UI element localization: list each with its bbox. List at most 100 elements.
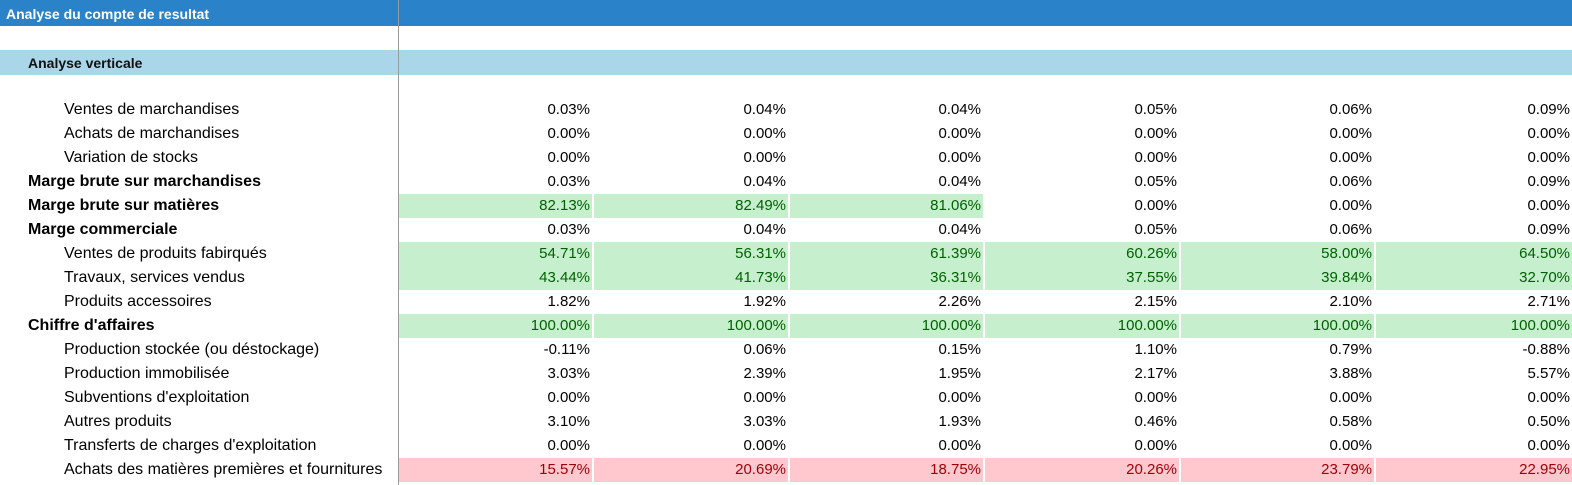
value-cell[interactable]: 58.00% <box>1181 242 1374 266</box>
value-cell[interactable]: 0.04% <box>938 173 981 190</box>
value-cell[interactable]: 2.26% <box>938 293 981 310</box>
value-cell[interactable]: 64.50% <box>1376 242 1572 266</box>
value-cell[interactable]: -0.11% <box>543 341 590 358</box>
row-label[interactable]: Achats des matières premières et fournit… <box>64 461 383 478</box>
value-cell[interactable]: 2.15% <box>1134 293 1177 310</box>
value-cell[interactable]: 0.46% <box>1134 413 1177 430</box>
value-cell[interactable]: 82.13% <box>399 194 592 218</box>
value-cell[interactable]: 0.09% <box>1527 221 1570 238</box>
value-cell[interactable]: 0.00% <box>743 149 786 166</box>
row-label[interactable]: Ventes de marchandises <box>64 101 240 118</box>
value-cell[interactable]: 3.03% <box>547 365 590 382</box>
value-cell[interactable]: 15.57% <box>399 458 592 482</box>
value-cell[interactable]: 2.39% <box>743 365 786 382</box>
value-cell[interactable]: 61.39% <box>790 242 983 266</box>
value-cell[interactable]: 0.00% <box>1329 197 1372 214</box>
value-cell[interactable]: 56.31% <box>594 242 788 266</box>
value-cell[interactable]: 0.00% <box>1329 389 1372 406</box>
value-cell[interactable]: 0.09% <box>1527 101 1570 118</box>
value-cell[interactable]: 0.00% <box>938 437 981 454</box>
value-cell[interactable]: 41.73% <box>594 266 788 290</box>
value-cell[interactable]: 0.00% <box>1134 125 1177 142</box>
value-cell[interactable]: 81.06% <box>790 194 983 218</box>
value-cell[interactable]: 82.49% <box>594 194 788 218</box>
row-label[interactable]: Travaux, services vendus <box>64 269 245 286</box>
value-cell[interactable]: 0.15% <box>938 341 981 358</box>
value-cell[interactable]: 2.71% <box>1527 293 1570 310</box>
value-cell[interactable]: 100.00% <box>790 314 983 338</box>
value-cell[interactable]: 20.69% <box>594 458 788 482</box>
value-cell[interactable]: 18.75% <box>790 458 983 482</box>
value-cell[interactable]: 37.55% <box>985 266 1179 290</box>
row-label[interactable]: Transferts de charges d'exploitation <box>64 437 317 454</box>
value-cell[interactable]: 3.03% <box>743 413 786 430</box>
value-cell[interactable]: 0.00% <box>1329 437 1372 454</box>
value-cell[interactable]: 54.71% <box>399 242 592 266</box>
row-label[interactable]: Autres produits <box>64 413 172 430</box>
value-cell[interactable]: 23.79% <box>1181 458 1374 482</box>
row-label[interactable]: Production stockée (ou déstockage) <box>64 341 320 358</box>
value-cell[interactable]: 0.00% <box>1134 197 1177 214</box>
value-cell[interactable]: 100.00% <box>1376 314 1572 338</box>
value-cell[interactable]: 5.57% <box>1527 365 1570 382</box>
value-cell[interactable]: 0.00% <box>1527 149 1570 166</box>
value-cell[interactable]: 1.95% <box>938 365 981 382</box>
value-cell[interactable]: 0.00% <box>1527 437 1570 454</box>
row-label[interactable]: Production immobilisée <box>64 365 230 382</box>
value-cell[interactable]: 0.06% <box>743 341 786 358</box>
value-cell[interactable]: 0.06% <box>1329 221 1372 238</box>
row-label[interactable]: Marge commerciale <box>28 221 178 238</box>
value-cell[interactable]: 22.95% <box>1376 458 1572 482</box>
value-cell[interactable]: 1.10% <box>1134 341 1177 358</box>
row-label[interactable]: Marge brute sur marchandises <box>28 173 261 190</box>
value-cell[interactable]: 1.82% <box>547 293 590 310</box>
row-label[interactable]: Marge brute sur matières <box>28 197 220 214</box>
value-cell[interactable]: 0.04% <box>938 101 981 118</box>
value-cell[interactable]: 0.00% <box>1329 125 1372 142</box>
row-label[interactable]: Achats de marchandises <box>64 125 240 142</box>
value-cell[interactable]: 0.00% <box>547 149 590 166</box>
value-cell[interactable]: 0.00% <box>743 389 786 406</box>
value-cell[interactable]: 0.50% <box>1527 413 1570 430</box>
value-cell[interactable]: 0.00% <box>938 149 981 166</box>
value-cell[interactable]: 20.26% <box>985 458 1179 482</box>
value-cell[interactable]: 0.00% <box>743 125 786 142</box>
value-cell[interactable]: 36.31% <box>790 266 983 290</box>
value-cell[interactable]: 0.04% <box>743 173 786 190</box>
value-cell[interactable]: 39.84% <box>1181 266 1374 290</box>
row-label[interactable]: Produits accessoires <box>64 293 212 310</box>
value-cell[interactable]: 2.17% <box>1134 365 1177 382</box>
value-cell[interactable]: 0.05% <box>1134 221 1177 238</box>
row-label[interactable]: Ventes de produits fabirqués <box>64 245 267 262</box>
row-label[interactable]: Variation de stocks <box>64 149 198 166</box>
value-cell[interactable]: 0.06% <box>1329 101 1372 118</box>
value-cell[interactable]: 0.00% <box>1527 125 1570 142</box>
value-cell[interactable]: 1.93% <box>938 413 981 430</box>
value-cell[interactable]: 0.09% <box>1527 173 1570 190</box>
value-cell[interactable]: 100.00% <box>594 314 788 338</box>
value-cell[interactable]: 0.04% <box>938 221 981 238</box>
value-cell[interactable]: 0.04% <box>743 101 786 118</box>
value-cell[interactable]: 0.04% <box>743 221 786 238</box>
value-cell[interactable]: 0.00% <box>1134 437 1177 454</box>
value-cell[interactable]: 0.06% <box>1329 173 1372 190</box>
value-cell[interactable]: 0.05% <box>1134 101 1177 118</box>
value-cell[interactable]: 0.00% <box>1329 149 1372 166</box>
value-cell[interactable]: 100.00% <box>399 314 592 338</box>
row-label[interactable]: Chiffre d'affaires <box>28 317 155 334</box>
value-cell[interactable]: 0.00% <box>938 125 981 142</box>
value-cell[interactable]: 0.03% <box>547 221 590 238</box>
value-cell[interactable]: 0.00% <box>743 437 786 454</box>
value-cell[interactable]: 32.70% <box>1376 266 1572 290</box>
value-cell[interactable]: -0.88% <box>1522 341 1570 358</box>
value-cell[interactable]: 0.05% <box>1134 173 1177 190</box>
value-cell[interactable]: 0.00% <box>547 389 590 406</box>
value-cell[interactable]: 0.03% <box>547 173 590 190</box>
value-cell[interactable]: 0.79% <box>1329 341 1372 358</box>
value-cell[interactable]: 0.00% <box>1527 197 1570 214</box>
value-cell[interactable]: 1.92% <box>743 293 786 310</box>
value-cell[interactable]: 0.03% <box>547 101 590 118</box>
value-cell[interactable]: 0.00% <box>547 125 590 142</box>
value-cell[interactable]: 3.88% <box>1329 365 1372 382</box>
value-cell[interactable]: 100.00% <box>985 314 1179 338</box>
